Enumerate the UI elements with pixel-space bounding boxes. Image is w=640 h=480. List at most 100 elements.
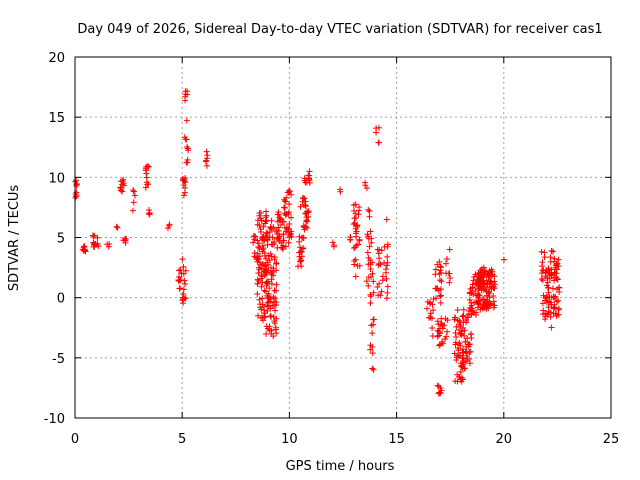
data-point xyxy=(457,376,464,383)
data-point xyxy=(500,256,507,263)
data-point xyxy=(272,326,279,333)
data-point xyxy=(264,278,271,285)
data-point xyxy=(203,157,210,164)
data-point xyxy=(446,246,453,253)
data-point xyxy=(286,220,293,227)
data-point xyxy=(384,283,391,290)
data-point xyxy=(280,242,287,249)
axis-ticks xyxy=(74,56,612,419)
data-point xyxy=(377,292,384,299)
data-point xyxy=(181,277,188,284)
data-point xyxy=(273,287,280,294)
data-point xyxy=(437,292,444,299)
data-point xyxy=(454,371,461,378)
data-point xyxy=(282,243,289,250)
grid-lines xyxy=(75,57,611,418)
data-point xyxy=(258,265,265,272)
data-point xyxy=(114,224,121,231)
data-point xyxy=(376,280,383,287)
y-axis-label: SDTVAR / TECUs xyxy=(7,185,22,292)
data-point xyxy=(182,295,189,302)
data-point xyxy=(379,273,386,280)
data-point xyxy=(473,311,480,318)
data-point xyxy=(301,224,308,231)
data-point xyxy=(269,234,276,241)
data-point xyxy=(475,298,482,305)
data-point xyxy=(268,276,275,283)
data-point xyxy=(369,330,376,337)
data-point xyxy=(366,213,373,220)
data-point xyxy=(436,329,443,336)
data-point xyxy=(302,223,309,230)
data-point xyxy=(460,349,467,356)
data-point xyxy=(368,274,375,281)
x-tick-label: 20 xyxy=(496,432,513,447)
data-point xyxy=(383,269,390,276)
data-point xyxy=(352,256,359,263)
data-point xyxy=(549,285,556,292)
data-point xyxy=(365,282,372,289)
data-point xyxy=(429,325,436,332)
data-point xyxy=(432,271,439,278)
data-point xyxy=(73,192,80,199)
data-point xyxy=(544,284,551,291)
data-point xyxy=(265,290,272,297)
data-point xyxy=(350,221,357,228)
data-point xyxy=(277,221,284,228)
data-point xyxy=(142,184,149,191)
data-point xyxy=(268,327,275,334)
data-point xyxy=(131,192,138,199)
data-point xyxy=(254,221,261,228)
data-point xyxy=(367,265,374,272)
data-point xyxy=(376,255,383,262)
data-point xyxy=(550,305,557,312)
data-point xyxy=(467,285,474,292)
data-point xyxy=(370,366,377,373)
data-point xyxy=(541,254,548,261)
data-point xyxy=(370,321,377,328)
data-point xyxy=(554,275,561,282)
data-point xyxy=(443,255,450,262)
data-point xyxy=(462,365,469,372)
data-point xyxy=(254,258,261,265)
data-point xyxy=(180,300,187,307)
data-point xyxy=(113,223,120,230)
data-point xyxy=(466,290,473,297)
data-point xyxy=(442,260,449,267)
data-point xyxy=(175,278,182,285)
data-point xyxy=(486,270,493,277)
data-point xyxy=(352,201,359,208)
data-point xyxy=(383,216,390,223)
data-point xyxy=(356,236,363,243)
data-point xyxy=(267,298,274,305)
data-point xyxy=(436,277,443,284)
x-tick-label: 5 xyxy=(178,432,186,447)
data-point xyxy=(461,332,468,339)
data-point xyxy=(464,314,471,321)
data-point xyxy=(464,335,471,342)
data-point xyxy=(273,259,280,266)
data-point xyxy=(179,297,186,304)
y-tick-label: 20 xyxy=(48,51,65,66)
data-point xyxy=(286,201,293,208)
data-point xyxy=(452,329,459,336)
data-point xyxy=(268,271,275,278)
data-point xyxy=(443,333,450,340)
data-points xyxy=(72,88,563,397)
data-point xyxy=(487,278,494,285)
data-point xyxy=(263,269,270,276)
data-point xyxy=(258,217,265,224)
data-point xyxy=(362,179,369,186)
data-point xyxy=(176,285,183,292)
data-point xyxy=(81,243,88,250)
data-point xyxy=(280,231,287,238)
data-point xyxy=(461,327,468,334)
data-point xyxy=(472,280,479,287)
data-point xyxy=(260,245,267,252)
data-point xyxy=(184,88,191,95)
data-point xyxy=(268,313,275,320)
data-point xyxy=(432,266,439,273)
data-point xyxy=(538,248,545,255)
data-point xyxy=(470,277,477,284)
data-point xyxy=(296,238,303,245)
